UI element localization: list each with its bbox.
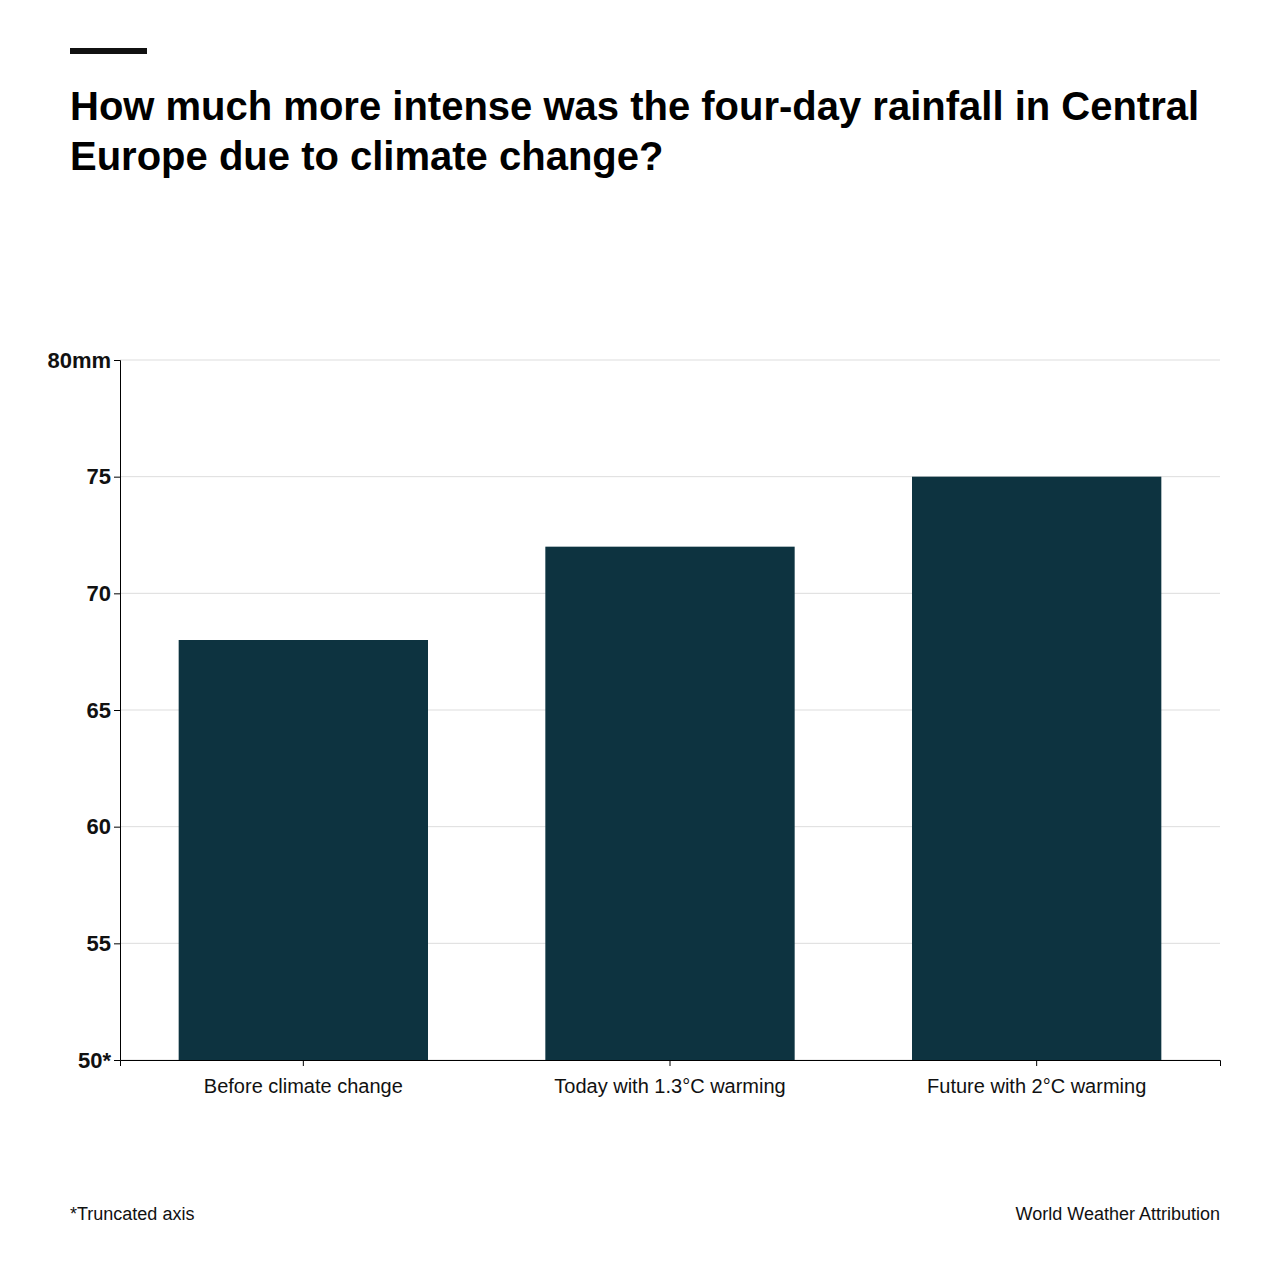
- credit: World Weather Attribution: [1016, 1204, 1220, 1224]
- x-tick-label: Future with 2°C warming: [927, 1075, 1146, 1097]
- y-tick-label: 75: [87, 464, 111, 489]
- y-tick-mark: [114, 827, 120, 828]
- y-axis: 50* 55 60 65 70 75 80mm: [47, 348, 120, 1073]
- grid-line: [120, 360, 1220, 361]
- x-tick: Before climate change: [204, 1060, 403, 1097]
- x-tick-mark: [303, 1060, 304, 1066]
- y-tick-mark: [114, 710, 120, 711]
- y-tick-label: 70: [87, 581, 111, 606]
- y-tick: 50*: [78, 1048, 120, 1073]
- y-tick: 80mm: [47, 348, 120, 373]
- accent-line: [70, 48, 147, 54]
- title-line: How much more intense was the four-day r…: [70, 84, 1210, 128]
- y-tick: 75: [87, 464, 120, 489]
- x-tick-label: Before climate change: [204, 1075, 403, 1097]
- grid: [120, 360, 1220, 1060]
- chart: How much more intense was the four-day r…: [0, 0, 1280, 1280]
- y-tick: 55: [87, 931, 120, 956]
- y-tick-mark: [114, 593, 120, 594]
- title: How much more intense was the four-day r…: [70, 84, 1210, 178]
- x-tick: Today with 1.3°C warming: [554, 1060, 785, 1097]
- y-tick-mark: [114, 360, 120, 361]
- title-line: Europe due to climate change?: [70, 134, 663, 178]
- x-tick-mark: [1036, 1060, 1037, 1066]
- bar: [179, 640, 428, 1060]
- bars: [179, 477, 1162, 1060]
- y-tick-label: 65: [87, 698, 111, 723]
- footnote: *Truncated axis: [70, 1204, 194, 1224]
- y-tick-label: 50*: [78, 1048, 111, 1073]
- x-tick-mark: [670, 1060, 671, 1066]
- y-tick-label: 60: [87, 814, 111, 839]
- x-tick: Future with 2°C warming: [927, 1060, 1146, 1097]
- x-tick-label: Today with 1.3°C warming: [554, 1075, 785, 1097]
- x-axis: Before climate change Today with 1.3°C wa…: [121, 1060, 1221, 1097]
- bar: [545, 547, 794, 1060]
- y-axis-line: [114, 361, 121, 1061]
- background: [0, 0, 1280, 1280]
- y-tick-mark: [114, 477, 120, 478]
- y-tick-label: 80mm: [47, 348, 111, 373]
- y-tick: 70: [87, 581, 120, 606]
- y-tick-mark: [114, 943, 120, 944]
- y-tick: 60: [87, 814, 120, 839]
- bar: [912, 477, 1161, 1060]
- y-tick: 65: [87, 698, 120, 723]
- y-tick-label: 55: [87, 931, 111, 956]
- x-axis-line: [121, 1061, 1221, 1067]
- y-tick-mark: [114, 1060, 120, 1061]
